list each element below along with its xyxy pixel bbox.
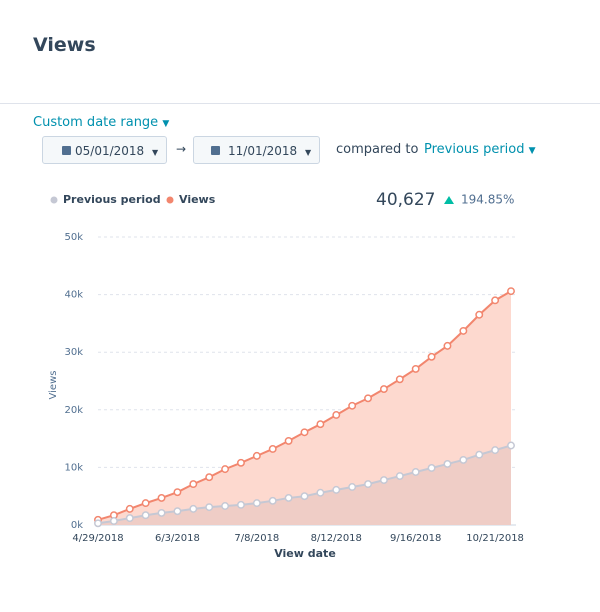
point bbox=[507, 287, 515, 296]
point bbox=[237, 500, 245, 509]
point bbox=[364, 394, 372, 403]
point bbox=[157, 493, 166, 502]
compare-dropdown[interactable]: Previous period ▼ bbox=[424, 142, 536, 157]
point bbox=[316, 488, 325, 497]
point bbox=[221, 502, 230, 510]
range-dropdown[interactable]: Custom date range ▼ bbox=[33, 115, 170, 130]
point bbox=[348, 483, 357, 491]
change: 194.85% bbox=[461, 193, 514, 207]
legend-swatch bbox=[166, 196, 174, 204]
point bbox=[94, 519, 102, 528]
x-tick-label: 9/16/2018 bbox=[390, 533, 441, 544]
point bbox=[252, 499, 261, 508]
legend-label: Previous period bbox=[63, 193, 161, 206]
point bbox=[284, 436, 293, 445]
point bbox=[141, 511, 150, 520]
point bbox=[348, 401, 357, 410]
point bbox=[379, 385, 388, 394]
point bbox=[189, 504, 198, 513]
point bbox=[332, 485, 341, 494]
y-tick-label: 10k bbox=[64, 462, 83, 473]
range-label: Custom date range bbox=[33, 115, 159, 130]
point bbox=[284, 493, 293, 502]
area bbox=[98, 445, 511, 525]
point bbox=[475, 450, 484, 459]
point bbox=[316, 420, 325, 429]
x-tick-label: 10/21/2018 bbox=[466, 533, 524, 544]
chart: 40,627 194.85% Views View date 0k 10k 20k 3… bbox=[48, 190, 524, 560]
point bbox=[173, 488, 182, 497]
legend-swatch bbox=[50, 196, 58, 204]
point bbox=[109, 517, 118, 525]
x-axis-label: View date bbox=[274, 547, 336, 560]
legend-label: Views bbox=[179, 193, 216, 206]
x-tick-label: 6/3/2018 bbox=[155, 533, 200, 544]
point bbox=[364, 480, 372, 489]
point bbox=[205, 503, 214, 512]
point bbox=[300, 428, 309, 437]
x-tick-label: 4/29/2018 bbox=[72, 533, 123, 544]
point bbox=[268, 496, 277, 505]
point bbox=[237, 458, 245, 467]
point bbox=[459, 455, 468, 464]
x-tick-label: 8/12/2018 bbox=[311, 533, 362, 544]
up-arrow bbox=[444, 196, 454, 204]
end-date-text: 11/01/2018 bbox=[228, 144, 298, 158]
point bbox=[491, 446, 500, 455]
compared-label: compared to bbox=[336, 142, 419, 157]
calendar-icon bbox=[62, 146, 71, 155]
point bbox=[427, 352, 436, 361]
y-tick-label: 40k bbox=[64, 290, 83, 301]
point bbox=[300, 492, 309, 501]
point bbox=[459, 326, 468, 335]
calendar-icon bbox=[211, 146, 220, 155]
divider bbox=[0, 103, 600, 104]
point bbox=[395, 472, 404, 480]
start-date[interactable]: 05/01/2018 ▼ bbox=[42, 136, 167, 164]
point bbox=[443, 459, 452, 468]
point bbox=[221, 465, 230, 474]
y-tick-label: 0k bbox=[71, 520, 83, 531]
point bbox=[332, 411, 341, 419]
point bbox=[252, 451, 261, 460]
point bbox=[443, 341, 452, 350]
point bbox=[205, 473, 214, 482]
point bbox=[507, 441, 515, 450]
point bbox=[268, 445, 277, 453]
point bbox=[475, 310, 484, 319]
y-tick-label: 20k bbox=[64, 405, 83, 416]
point bbox=[379, 476, 388, 485]
point bbox=[395, 375, 404, 384]
total: 40,627 bbox=[376, 190, 435, 210]
page-title: Views bbox=[33, 34, 96, 56]
compare-option: Previous period bbox=[424, 142, 525, 157]
start-date-text: 05/01/2018 bbox=[75, 144, 145, 158]
point bbox=[125, 504, 134, 513]
point bbox=[173, 507, 182, 516]
y-axis-label: Views bbox=[48, 371, 59, 400]
point bbox=[125, 514, 134, 523]
point bbox=[411, 364, 420, 373]
point bbox=[189, 480, 198, 489]
arrow: → bbox=[176, 142, 187, 156]
point bbox=[141, 499, 150, 508]
point bbox=[411, 468, 420, 476]
y-tick-label: 50k bbox=[64, 232, 83, 243]
x-tick-label: 7/8/2018 bbox=[234, 533, 279, 544]
y-tick-label: 30k bbox=[64, 347, 83, 358]
point bbox=[491, 296, 500, 305]
point bbox=[157, 508, 166, 517]
area bbox=[98, 291, 511, 525]
point bbox=[427, 464, 436, 472]
